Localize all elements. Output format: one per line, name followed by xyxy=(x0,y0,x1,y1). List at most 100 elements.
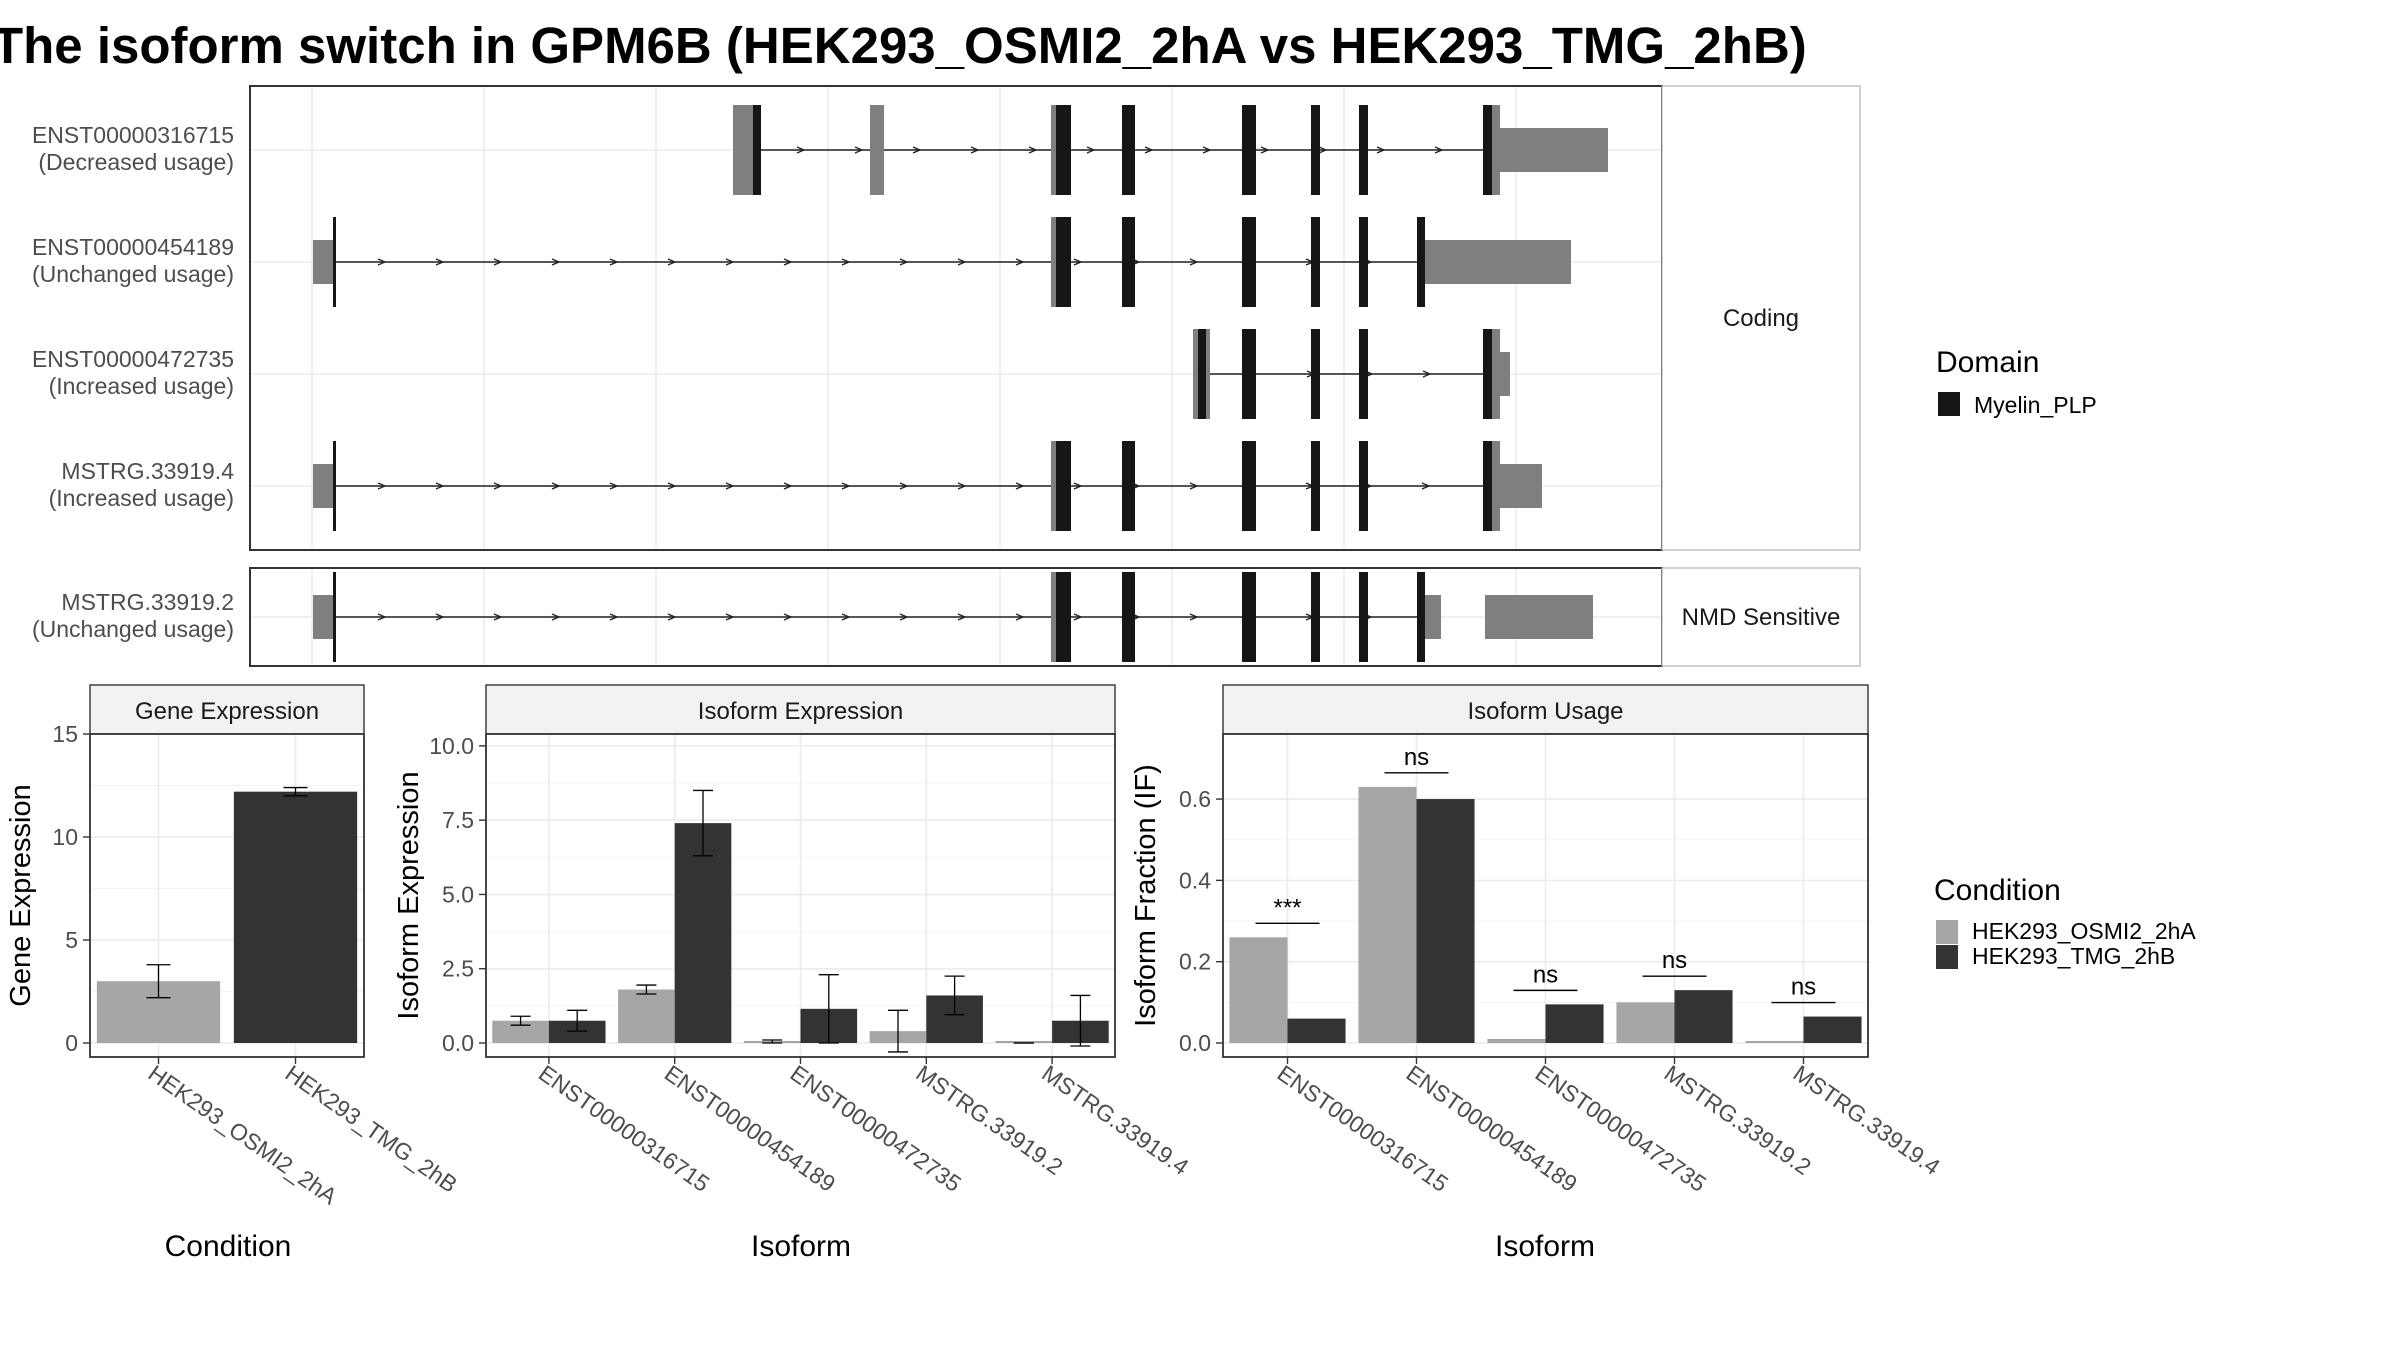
facet-strip xyxy=(1222,684,1869,735)
utr-exon xyxy=(1051,441,1056,531)
bar xyxy=(1803,1016,1862,1043)
strand-arrow xyxy=(1422,370,1432,378)
structure-group-coding: ENST00000316715(Decreased usage) ENST0000… xyxy=(32,85,1861,551)
bar xyxy=(548,1020,606,1043)
significance-label: ns xyxy=(1791,974,1816,1001)
isoform-track: ENST00000316715(Decreased usage) xyxy=(32,105,1608,195)
utr-exon xyxy=(313,464,333,508)
legend-title: Domain xyxy=(1936,346,2039,379)
significance-label: ns xyxy=(1533,961,1558,988)
panel-title: Isoform Usage xyxy=(1467,698,1623,725)
error-bar xyxy=(818,974,839,1044)
panel-title: Isoform Expression xyxy=(698,698,903,725)
bar xyxy=(233,791,358,1043)
bar xyxy=(1487,1038,1546,1043)
cds-exon xyxy=(1122,441,1135,531)
legend-item-label: HEK293_TMG_2hB xyxy=(1972,943,2175,969)
strand-arrow xyxy=(854,146,864,154)
strand-arrow xyxy=(1189,258,1199,266)
utr-exon xyxy=(1492,441,1500,531)
utr-exon xyxy=(1500,352,1510,396)
utr-exon xyxy=(1193,329,1198,419)
legends: Domain Myelin_PLP Condition HEK293_OSMI2_2h… xyxy=(1934,346,2196,969)
y-tick-label: 2.5 xyxy=(442,956,474,982)
cds-exon xyxy=(1056,441,1071,531)
strand-arrow xyxy=(1015,613,1025,621)
cds-exon xyxy=(1483,105,1492,195)
strand-arrow xyxy=(493,613,503,621)
cds-exon xyxy=(333,441,336,531)
cds-exon xyxy=(1359,572,1368,662)
cds-exon xyxy=(1311,441,1320,531)
strand-arrow xyxy=(899,613,909,621)
strand-arrow xyxy=(1202,146,1212,154)
strand-arrow xyxy=(1144,146,1154,154)
strand-arrow xyxy=(912,146,922,154)
cds-exon xyxy=(1242,217,1256,307)
error-bar xyxy=(510,1015,531,1026)
bar xyxy=(1674,990,1733,1043)
strand-arrow xyxy=(725,258,735,266)
structure-group-nmd-sensitive: MSTRG.33919.2(Unchanged usage) NMD Sensit… xyxy=(32,567,1861,667)
legend-key-condition xyxy=(1936,945,1958,969)
y-tick-label: 7.5 xyxy=(442,807,474,833)
isoform-usage-label: (Increased usage) xyxy=(49,485,234,511)
strand-arrow xyxy=(609,258,619,266)
bar-panel-isoform-expression: Isoform Expression0.02.55.07.510.0ENST00… xyxy=(393,684,1194,1263)
isoform-id-label: ENST00000472735 xyxy=(32,346,234,372)
strand-arrow xyxy=(609,613,619,621)
utr-exon xyxy=(313,240,333,284)
y-tick-label: 0.0 xyxy=(1179,1030,1211,1056)
facet-strip xyxy=(89,684,365,735)
bar xyxy=(618,989,675,1043)
utr-exon xyxy=(1485,595,1593,639)
bar xyxy=(1616,1002,1675,1043)
y-tick-label: 0 xyxy=(65,1030,78,1056)
strand-arrow xyxy=(899,482,909,490)
legend-key-condition xyxy=(1936,920,1958,944)
cds-exon xyxy=(333,217,336,307)
strand-arrow xyxy=(377,258,387,266)
strand-arrow xyxy=(667,613,677,621)
facet-strip-label: NMD Sensitive xyxy=(1682,604,1841,631)
strand-arrow xyxy=(377,482,387,490)
utr-exon xyxy=(1492,329,1500,419)
cds-exon xyxy=(1242,329,1256,419)
error-bar xyxy=(887,1009,908,1053)
cds-exon xyxy=(753,105,761,195)
cds-exon xyxy=(1311,329,1320,419)
cds-exon xyxy=(1056,572,1071,662)
cds-exon xyxy=(1483,441,1492,531)
strand-arrow xyxy=(796,146,806,154)
strand-arrow xyxy=(493,482,503,490)
y-tick-label: 0.6 xyxy=(1179,786,1211,812)
y-tick-label: 0.4 xyxy=(1179,867,1211,893)
facet-strip xyxy=(1661,567,1861,667)
x-axis-title: Condition xyxy=(165,1230,292,1263)
isoform-usage-label: (Decreased usage) xyxy=(38,149,234,175)
strand-arrow xyxy=(899,258,909,266)
isoform-track: ENST00000472735(Increased usage) xyxy=(32,329,1510,419)
strand-arrow xyxy=(1260,146,1270,154)
isoform-usage-label: (Increased usage) xyxy=(49,373,234,399)
isoform-id-label: MSTRG.33919.2 xyxy=(61,589,234,615)
cds-exon xyxy=(1122,105,1135,195)
figure-title: The isoform switch in GPM6B (HEK293_OSMI… xyxy=(0,17,1807,74)
significance-label: ns xyxy=(1662,947,1687,974)
cds-exon xyxy=(1311,217,1320,307)
y-tick-label: 5.0 xyxy=(442,881,474,907)
cds-exon xyxy=(1311,105,1320,195)
strand-arrow xyxy=(667,258,677,266)
strand-arrow xyxy=(957,613,967,621)
y-tick-label: 0.2 xyxy=(1179,949,1211,975)
cds-exon xyxy=(1056,105,1071,195)
cds-exon xyxy=(1359,441,1368,531)
cds-exon xyxy=(1417,217,1425,307)
cds-exon xyxy=(1242,441,1256,531)
strand-arrow xyxy=(1015,258,1025,266)
x-axis-title: Isoform xyxy=(751,1230,851,1263)
bar xyxy=(1358,786,1417,1043)
utr-exon xyxy=(1425,595,1441,639)
error-bar xyxy=(283,786,308,797)
cds-exon xyxy=(1122,217,1135,307)
